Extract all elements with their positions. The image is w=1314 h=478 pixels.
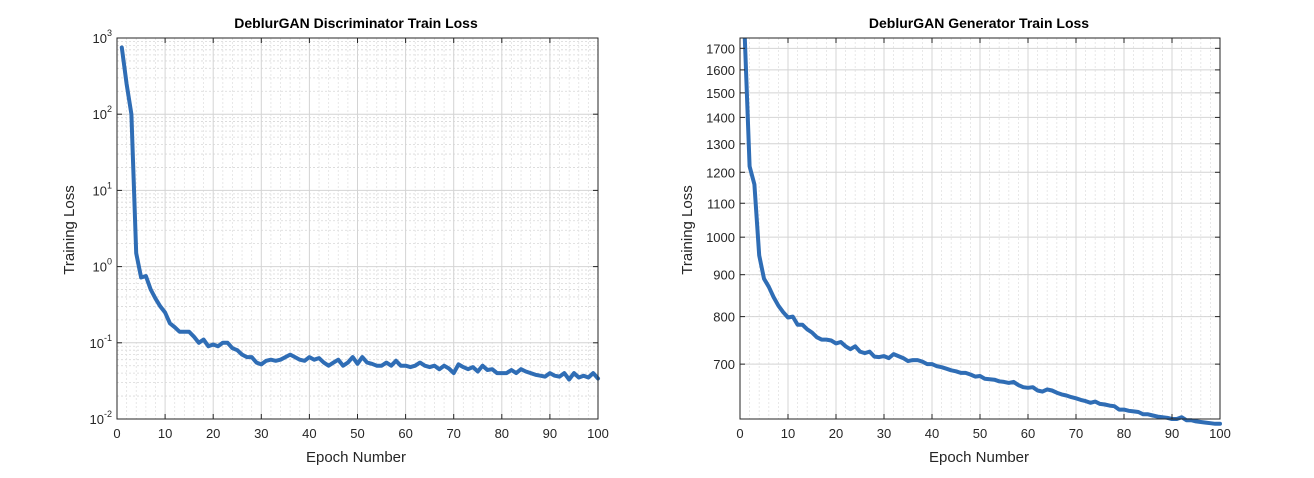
plot-top-mask (737, 28, 1223, 38)
x-tick-label: 90 (543, 426, 557, 441)
y-tick-label: 10-2 (90, 409, 112, 427)
y-tick-label: 101 (93, 180, 112, 198)
x-tick-label: 40 (302, 426, 316, 441)
y-tick-label: 1400 (706, 110, 735, 125)
x-tick-label: 80 (1117, 426, 1131, 441)
y-tick-label: 103 (93, 28, 112, 46)
y-tick-label: 1100 (707, 196, 735, 211)
x-tick-label: 10 (781, 426, 795, 441)
x-axis-label: Epoch Number (306, 449, 406, 466)
x-tick-label: 30 (254, 426, 268, 441)
chart-title: DeblurGAN Generator Train Loss (869, 15, 1089, 31)
y-tick-label: 700 (713, 357, 735, 372)
y-tick-label: 1300 (706, 137, 735, 152)
x-tick-label: 70 (446, 426, 460, 441)
x-tick-label: 100 (1209, 426, 1231, 441)
x-tick-label: 50 (973, 426, 987, 441)
series-line (742, 36, 1222, 426)
x-tick-label: 90 (1165, 426, 1179, 441)
x-tick-label: 0 (736, 426, 743, 441)
series-line (119, 45, 600, 382)
y-tick-label: 900 (713, 268, 735, 283)
x-tick-label: 20 (206, 426, 220, 441)
y-tick-label: 1600 (706, 63, 735, 78)
x-axis-label: Epoch Number (929, 449, 1029, 466)
discriminator-loss-panel: DeblurGAN Discriminator Train Loss Epoch… (61, 15, 609, 466)
y-tick-label: 1200 (706, 165, 735, 180)
x-tick-label: 50 (350, 426, 364, 441)
x-tick-label: 60 (398, 426, 412, 441)
plot-top-mask (114, 28, 601, 38)
x-tick-label: 100 (587, 426, 609, 441)
y-tick-label: 10-1 (90, 333, 112, 351)
y-tick-label: 100 (93, 257, 112, 275)
x-tick-label: 10 (158, 426, 172, 441)
y-tick-label: 1000 (706, 230, 735, 245)
x-tick-label: 70 (1069, 426, 1083, 441)
x-tick-label: 20 (829, 426, 843, 441)
x-tick-label: 40 (925, 426, 939, 441)
y-tick-label: 800 (713, 310, 735, 325)
y-tick-label: 1500 (706, 86, 735, 101)
generator-loss-panel: DeblurGAN Generator Train Loss Epoch Num… (679, 15, 1231, 466)
x-tick-label: 30 (877, 426, 891, 441)
y-tick-label: 102 (93, 104, 112, 122)
y-axis-label: Training Loss (679, 185, 696, 275)
y-axis-label: Training Loss (61, 185, 78, 275)
chart-title: DeblurGAN Discriminator Train Loss (234, 15, 478, 31)
x-tick-label: 0 (113, 426, 120, 441)
y-tick-label: 1700 (706, 41, 735, 56)
x-tick-label: 60 (1021, 426, 1035, 441)
x-tick-label: 80 (495, 426, 509, 441)
